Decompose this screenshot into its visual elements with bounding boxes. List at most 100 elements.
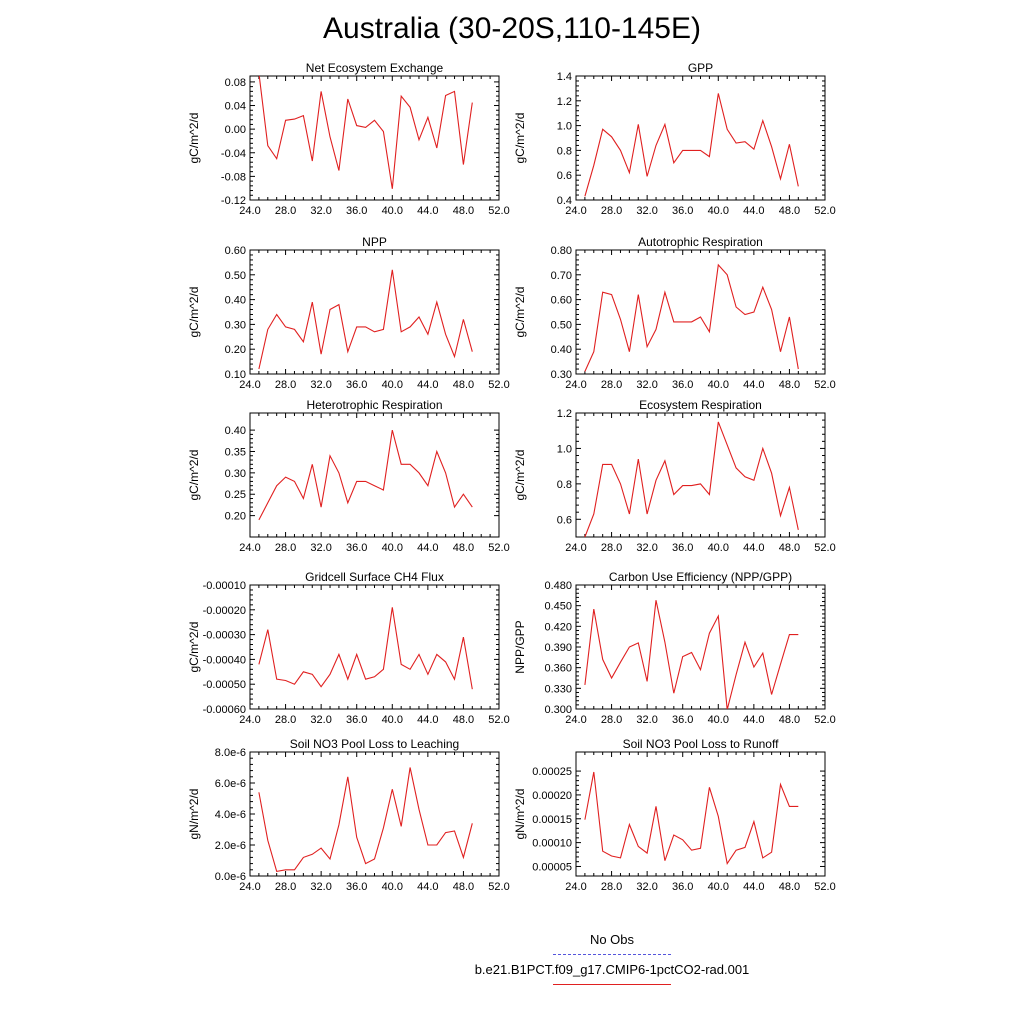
panel-title: Heterotrophic Respiration — [306, 398, 442, 412]
y-tick-label: 0.00025 — [532, 766, 572, 778]
y-tick-label: 0.40 — [225, 425, 246, 437]
x-tick-label: 32.0 — [310, 881, 331, 893]
x-tick-label: 52.0 — [488, 379, 509, 391]
x-tick-label: 44.0 — [743, 379, 764, 391]
y-axis-label: gN/m^2/d — [187, 789, 201, 840]
x-tick-label: 32.0 — [310, 542, 331, 554]
x-tick-label: 44.0 — [743, 881, 764, 893]
plot-frame — [575, 75, 826, 201]
y-tick-label: 0.00020 — [532, 790, 572, 802]
y-tick-label: 0.360 — [544, 663, 572, 675]
y-tick-label: -0.04 — [221, 148, 246, 160]
x-tick-label: 48.0 — [779, 714, 800, 726]
y-tick-label: 0.20 — [225, 511, 246, 523]
plot-frame — [575, 584, 826, 710]
chart-panel-2: GPP gC/m^2/d 24.0 28.0 32.0 36.0 40.0 44.0 48.0 5… — [513, 61, 836, 217]
chart-panel-10: Soil NO3 Pool Loss to Runoff gN/m^2/d 24.0… — [513, 737, 836, 893]
y-tick-label: 0.420 — [544, 621, 572, 633]
series-line — [584, 600, 799, 709]
x-tick-label: 48.0 — [453, 714, 474, 726]
chart-panel-8: Carbon Use Efficiency (NPP/GPP) NPP/GPP 24… — [513, 570, 836, 726]
y-tick-label: 0.30 — [551, 369, 572, 381]
x-tick-label: 40.0 — [382, 881, 403, 893]
y-tick-label: 0.480 — [544, 580, 572, 592]
x-tick-label: 52.0 — [488, 714, 509, 726]
x-tick-label: 32.0 — [310, 379, 331, 391]
legend-run-label: b.e21.B1PCT.f09_g17.CMIP6-1pctCO2-rad.00… — [474, 962, 750, 977]
chart-panel-1: Net Ecosystem Exchange gC/m^2/d 24.0 28.0 32… — [187, 61, 510, 217]
y-axis-label: gC/m^2/d — [187, 450, 201, 501]
series-line — [258, 76, 473, 189]
y-axis-label: gC/m^2/d — [187, 113, 201, 164]
panel-title: Soil NO3 Pool Loss to Runoff — [623, 737, 780, 751]
y-tick-label: 0.50 — [551, 319, 572, 331]
y-tick-label: 0.25 — [225, 489, 246, 501]
chart-panel-9: Soil NO3 Pool Loss to Leaching gN/m^2/d 24… — [187, 737, 510, 893]
legend-run-line — [553, 984, 671, 985]
x-tick-label: 28.0 — [601, 542, 622, 554]
x-tick-label: 40.0 — [382, 205, 403, 217]
panel-title: Carbon Use Efficiency (NPP/GPP) — [609, 570, 792, 584]
y-tick-label: 0.6 — [557, 514, 572, 526]
series-line — [584, 771, 799, 866]
x-tick-label: 48.0 — [453, 205, 474, 217]
y-axis-label: gC/m^2/d — [513, 113, 527, 164]
x-tick-label: 52.0 — [488, 881, 509, 893]
x-tick-label: 28.0 — [601, 881, 622, 893]
x-tick-label: 32.0 — [636, 205, 657, 217]
panel-title: Net Ecosystem Exchange — [306, 61, 444, 75]
x-tick-label: 36.0 — [346, 542, 367, 554]
y-tick-label: 1.0 — [557, 443, 572, 455]
x-tick-label: 24.0 — [239, 205, 260, 217]
x-tick-label: 36.0 — [346, 205, 367, 217]
y-tick-label: 0.8 — [557, 479, 572, 491]
y-tick-label: 4.0e-6 — [215, 809, 246, 821]
series-line — [584, 421, 799, 537]
x-tick-label: 24.0 — [565, 714, 586, 726]
series-line — [258, 767, 473, 873]
x-tick-label: 32.0 — [636, 714, 657, 726]
y-tick-label: -0.08 — [221, 171, 246, 183]
x-tick-label: 48.0 — [453, 542, 474, 554]
y-tick-label: 0.30 — [225, 319, 246, 331]
y-tick-label: 0.8 — [557, 145, 572, 157]
x-tick-label: 36.0 — [672, 205, 693, 217]
y-axis-label: gC/m^2/d — [187, 622, 201, 673]
y-tick-label: 0.450 — [544, 601, 572, 613]
x-tick-label: 24.0 — [239, 379, 260, 391]
x-tick-label: 24.0 — [239, 881, 260, 893]
x-tick-label: 28.0 — [275, 205, 296, 217]
x-tick-label: 52.0 — [814, 881, 835, 893]
x-tick-label: 40.0 — [382, 379, 403, 391]
y-tick-label: 1.4 — [557, 71, 572, 83]
x-tick-label: 36.0 — [672, 379, 693, 391]
x-tick-label: 32.0 — [636, 379, 657, 391]
y-tick-label: -0.00060 — [203, 704, 246, 716]
y-tick-label: 6.0e-6 — [215, 778, 246, 790]
x-tick-label: 40.0 — [708, 881, 729, 893]
x-tick-label: 48.0 — [779, 205, 800, 217]
x-tick-label: 40.0 — [708, 205, 729, 217]
y-tick-label: 0.00 — [225, 124, 246, 136]
series-line — [584, 263, 799, 372]
x-tick-label: 28.0 — [275, 379, 296, 391]
y-tick-label: 0.04 — [225, 101, 246, 113]
chart-panel-6: Ecosystem Respiration gC/m^2/d 24.0 28.0 32.… — [513, 398, 836, 554]
x-tick-label: 36.0 — [346, 714, 367, 726]
x-tick-label: 24.0 — [239, 542, 260, 554]
x-tick-label: 28.0 — [601, 714, 622, 726]
y-tick-label: 2.0e-6 — [215, 840, 246, 852]
y-axis-label: gC/m^2/d — [513, 450, 527, 501]
x-tick-label: 36.0 — [672, 542, 693, 554]
x-tick-label: 44.0 — [417, 379, 438, 391]
x-tick-label: 44.0 — [417, 714, 438, 726]
y-tick-label: 0.40 — [551, 344, 572, 356]
x-tick-label: 44.0 — [417, 542, 438, 554]
y-tick-label: 0.10 — [225, 369, 246, 381]
x-tick-label: 24.0 — [565, 205, 586, 217]
x-tick-label: 40.0 — [382, 714, 403, 726]
y-tick-label: 0.20 — [225, 344, 246, 356]
panel-title: NPP — [362, 235, 387, 249]
x-tick-label: 28.0 — [275, 542, 296, 554]
plot-frame — [575, 249, 826, 375]
